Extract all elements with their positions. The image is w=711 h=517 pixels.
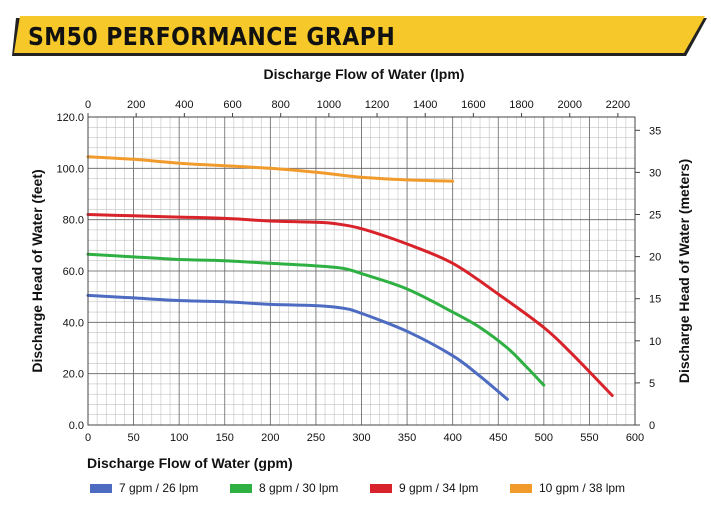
y2-tick-label: 5	[649, 378, 655, 390]
legend-label: 9 gpm / 34 lpm	[399, 481, 479, 495]
y-tick-label: 80.0	[63, 215, 84, 227]
plot-frame	[87, 116, 636, 426]
x-tick-label: 300	[352, 432, 370, 444]
y2-tick-labels: 0 5 10 15 20 25 30 35	[635, 125, 661, 432]
y2-tick-label: 10	[649, 336, 661, 348]
title-banner	[12, 16, 707, 56]
y2-tick-label: 20	[649, 252, 661, 264]
legend-label: 8 gpm / 30 lpm	[259, 481, 339, 495]
x2-tick-label: 1200	[365, 99, 389, 111]
y-tick-label: 20.0	[63, 369, 84, 381]
series-lines	[86, 155, 614, 401]
legend-item-7gpm: 7 gpm / 26 lpm	[90, 480, 198, 496]
series-line-2	[86, 213, 614, 397]
y-axis-title: Discharge Head of Water (feet)	[29, 169, 45, 372]
x2-tick-label: 2200	[606, 99, 630, 111]
x2-tick-label: 400	[175, 99, 193, 111]
x-tick-label: 200	[261, 432, 279, 444]
x2-tick-label: 1400	[413, 99, 437, 111]
x-axis-title: Discharge Flow of Water (gpm)	[87, 455, 293, 471]
legend: 7 gpm / 26 lpm 8 gpm / 30 lpm 9 gpm / 34…	[90, 480, 650, 496]
y2-tick-label: 0	[649, 420, 655, 432]
x2-axis-title: Discharge Flow of Water (lpm)	[264, 66, 465, 82]
x2-tick-labels: 0 200 400 600 800 1000 1200 1400 1600 1800 2000 220…	[85, 99, 630, 117]
legend-label: 10 gpm / 38 lpm	[539, 481, 626, 495]
x-tick-label: 550	[580, 432, 598, 444]
legend-item-9gpm: 9 gpm / 34 lpm	[370, 480, 478, 496]
x-tick-label: 600	[626, 432, 644, 444]
x2-tick-label: 200	[127, 99, 145, 111]
y2-axis-title: Discharge Head of Water (meters)	[676, 159, 692, 383]
y2-tick-label: 30	[649, 167, 661, 179]
legend-swatch	[230, 483, 252, 493]
y2-tick-label: 25	[649, 210, 661, 222]
y-tick-label: 60.0	[63, 266, 84, 278]
legend-swatch	[370, 483, 392, 493]
legend-label: 7 gpm / 26 lpm	[119, 481, 199, 495]
y-tick-label: 40.0	[63, 317, 84, 329]
legend-item-10gpm: 10 gpm / 38 lpm	[510, 480, 625, 496]
x2-tick-label: 1000	[317, 99, 341, 111]
x2-tick-label: 0	[85, 99, 91, 111]
y2-tick-label: 35	[649, 125, 661, 137]
x2-tick-label: 2000	[557, 99, 581, 111]
x-tick-label: 450	[489, 432, 507, 444]
x2-tick-label: 1800	[509, 99, 533, 111]
x-tick-label: 0	[85, 432, 91, 444]
y2-tick-label: 15	[649, 294, 661, 306]
y-tick-label: 120.0	[56, 112, 84, 124]
series-line-1	[86, 252, 546, 387]
x-tick-label: 500	[535, 432, 553, 444]
x-tick-label: 250	[307, 432, 325, 444]
x-tick-label: 350	[398, 432, 416, 444]
series-line-0	[86, 293, 509, 401]
legend-swatch	[90, 483, 112, 493]
x2-tick-label: 1600	[461, 99, 485, 111]
x-tick-label: 100	[170, 432, 188, 444]
series-line-3	[86, 155, 455, 183]
x-tick-label: 400	[443, 432, 461, 444]
x2-tick-label: 600	[223, 99, 241, 111]
legend-item-8gpm: 8 gpm / 30 lpm	[230, 480, 338, 496]
x2-tick-label: 800	[272, 99, 290, 111]
y-tick-label: 0.0	[69, 420, 84, 432]
legend-swatch	[510, 483, 532, 493]
x-tick-label: 50	[127, 432, 139, 444]
x-tick-labels: 0 50 100 150 200 250 300 350 400 450 500 550 600	[85, 432, 644, 444]
banner-fill	[14, 16, 705, 53]
y-tick-label: 100.0	[56, 163, 84, 175]
x-tick-label: 150	[216, 432, 234, 444]
y-tick-labels: 0.0 20.0 40.0 60.0 80.0 100.0 120.0	[56, 112, 84, 432]
chart-title: SM50 PERFORMANCE GRAPH	[28, 22, 396, 51]
